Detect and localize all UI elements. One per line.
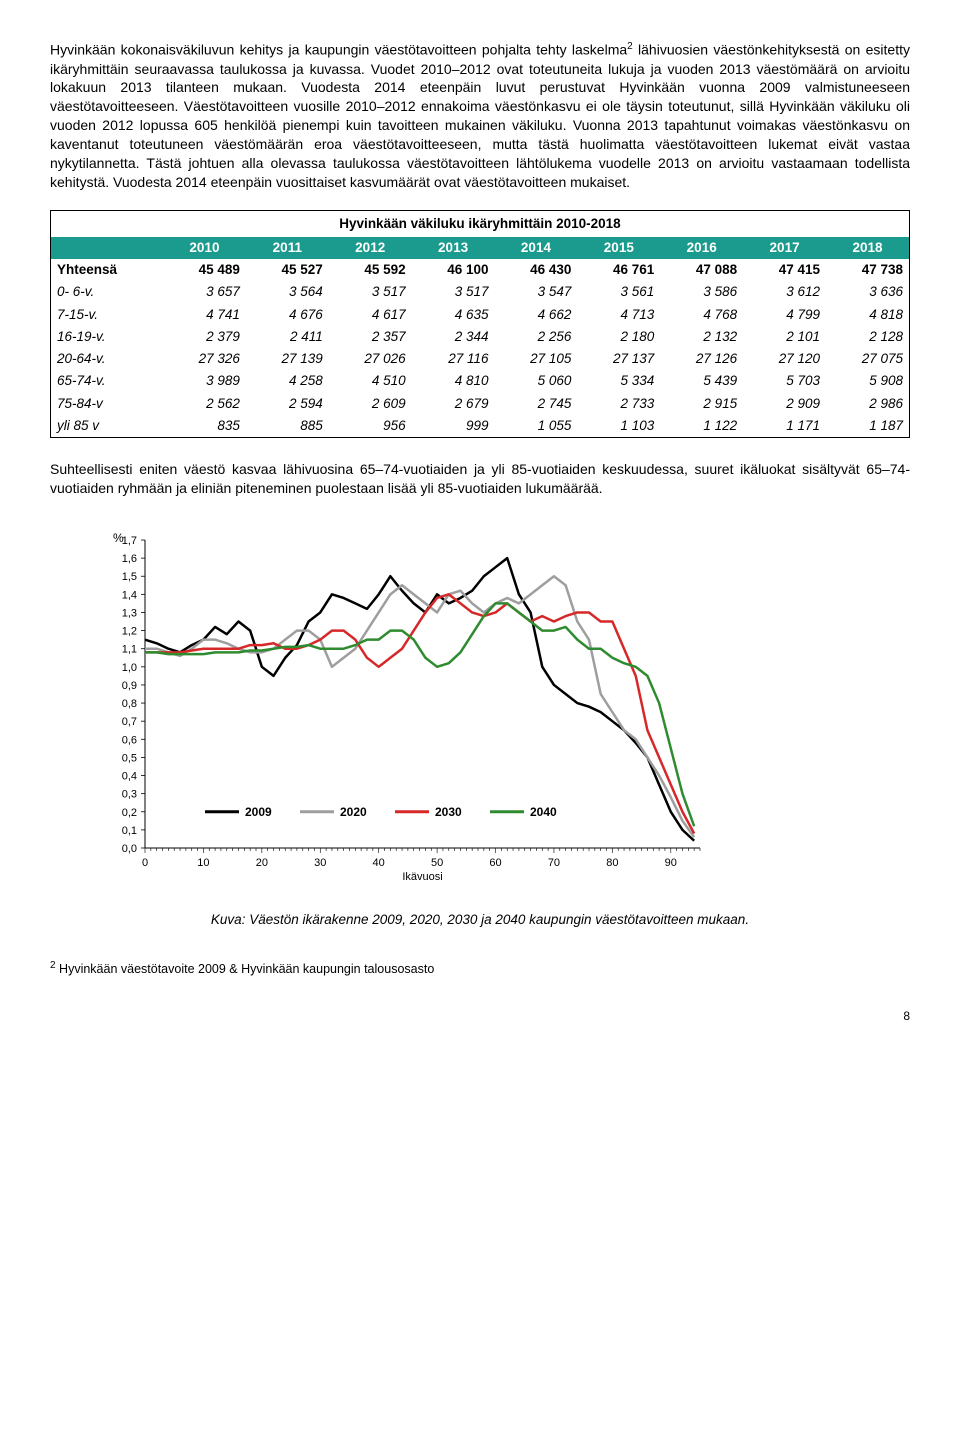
svg-text:0,1: 0,1 <box>122 825 137 837</box>
svg-text:1,2: 1,2 <box>122 625 137 637</box>
year-col: 2012 <box>329 237 412 259</box>
svg-text:1,5: 1,5 <box>122 571 137 583</box>
svg-text:40: 40 <box>373 857 385 869</box>
svg-text:0: 0 <box>142 857 148 869</box>
svg-text:Ikävuosi: Ikävuosi <box>402 871 442 883</box>
year-col: 2013 <box>412 237 495 259</box>
svg-text:2020: 2020 <box>340 805 367 819</box>
year-col: 2014 <box>495 237 578 259</box>
svg-text:1,0: 1,0 <box>122 662 137 674</box>
svg-text:2040: 2040 <box>530 805 557 819</box>
footnote-text: Hyvinkään väestötavoite 2009 & Hyvinkään… <box>56 962 435 976</box>
table-row: yli 85 v8358859569991 0551 1031 1221 171… <box>51 415 909 437</box>
year-col: 2016 <box>660 237 743 259</box>
svg-text:1,3: 1,3 <box>122 607 137 619</box>
table-title: Hyvinkään väkiluku ikäryhmittäin 2010-20… <box>51 211 909 237</box>
footnote: 2 Hyvinkään väestötavoite 2009 & Hyvinkä… <box>50 959 910 978</box>
year-col: 2011 <box>246 237 329 259</box>
svg-text:1,1: 1,1 <box>122 643 137 655</box>
paragraph-2: Suhteellisesti eniten väestö kasvaa lähi… <box>50 460 910 498</box>
year-col: 2010 <box>163 237 246 259</box>
para1-a: Hyvinkään kokonaisväkiluvun kehitys ja k… <box>50 42 627 58</box>
svg-text:0,8: 0,8 <box>122 698 137 710</box>
age-structure-chart: %1,71,61,51,41,31,21,11,00,90,80,70,60,5… <box>90 528 710 893</box>
svg-text:0,6: 0,6 <box>122 734 137 746</box>
para1-b: lähivuosien väestönkehityksestä on esite… <box>50 42 910 190</box>
table-row: 16-19-v.2 3792 4112 3572 3442 2562 1802 … <box>51 326 909 348</box>
svg-text:1,7: 1,7 <box>122 535 137 547</box>
svg-text:50: 50 <box>431 857 443 869</box>
svg-text:20: 20 <box>256 857 268 869</box>
svg-text:0,4: 0,4 <box>122 770 137 782</box>
table-row: Yhteensä45 48945 52745 59246 10046 43046… <box>51 259 909 281</box>
svg-text:10: 10 <box>197 857 209 869</box>
year-col: 2018 <box>826 237 909 259</box>
population-table: Hyvinkään väkiluku ikäryhmittäin 2010-20… <box>50 210 910 438</box>
table-row: 20-64-v.27 32627 13927 02627 11627 10527… <box>51 348 909 370</box>
chart-caption: Kuva: Väestön ikärakenne 2009, 2020, 203… <box>50 911 910 929</box>
svg-text:0,3: 0,3 <box>122 788 137 800</box>
svg-text:2030: 2030 <box>435 805 462 819</box>
svg-text:90: 90 <box>665 857 677 869</box>
year-col: 2017 <box>743 237 826 259</box>
intro-paragraph: Hyvinkään kokonaisväkiluvun kehitys ja k… <box>50 40 910 192</box>
svg-text:30: 30 <box>314 857 326 869</box>
svg-text:0,0: 0,0 <box>122 843 137 855</box>
table-row: 65-74-v.3 9894 2584 5104 8105 0605 3345 … <box>51 370 909 392</box>
svg-text:1,6: 1,6 <box>122 553 137 565</box>
svg-text:70: 70 <box>548 857 560 869</box>
svg-text:0,9: 0,9 <box>122 680 137 692</box>
table-row: 7-15-v.4 7414 6764 6174 6354 6624 7134 7… <box>51 304 909 326</box>
svg-text:60: 60 <box>489 857 501 869</box>
table-row: 75-84-v2 5622 5942 6092 6792 7452 7332 9… <box>51 393 909 415</box>
svg-text:2009: 2009 <box>245 805 272 819</box>
page-number: 8 <box>50 1008 910 1024</box>
year-col: 2015 <box>577 237 660 259</box>
svg-text:0,5: 0,5 <box>122 752 137 764</box>
table-row: 0- 6-v.3 6573 5643 5173 5173 5473 5613 5… <box>51 281 909 303</box>
svg-text:80: 80 <box>606 857 618 869</box>
svg-text:1,4: 1,4 <box>122 589 137 601</box>
svg-text:0,7: 0,7 <box>122 716 137 728</box>
table-header-row: 2010 2011 2012 2013 2014 2015 2016 2017 … <box>51 237 909 259</box>
svg-text:0,2: 0,2 <box>122 807 137 819</box>
